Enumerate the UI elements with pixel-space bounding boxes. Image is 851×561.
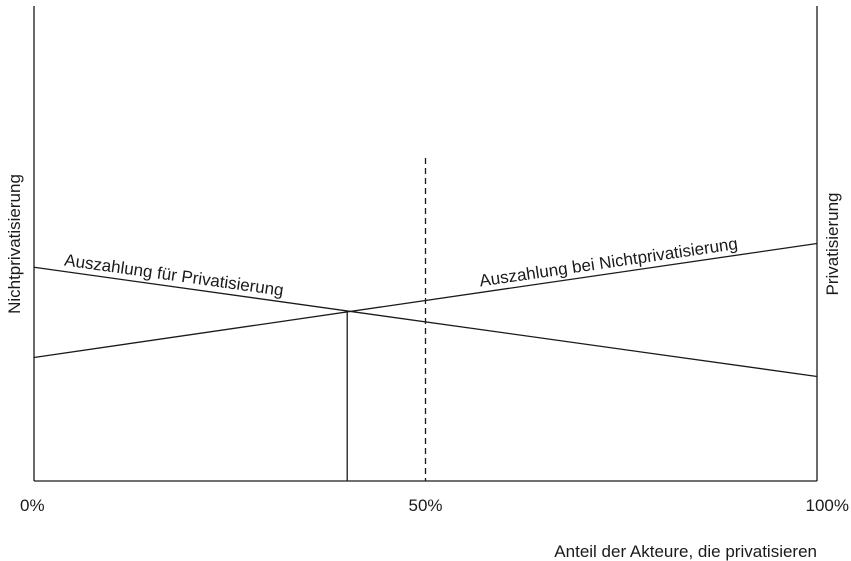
- x-tick-label: 0%: [20, 496, 45, 515]
- left-axis-title: Nichtprivatisierung: [5, 174, 24, 314]
- x-tick-label: 50%: [408, 496, 442, 515]
- series-label-nichtprivatisierung: Auszahlung bei Nichtprivatisierung: [478, 234, 739, 290]
- series-label-privatisierung: Auszahlung für Privatisierung: [63, 251, 285, 300]
- series-line-privatisierung: [33, 266, 818, 378]
- x-axis-title: Anteil der Akteure, die privatisieren: [554, 542, 817, 561]
- right-axis-title: Privatisierung: [823, 193, 842, 296]
- series-line-nichtprivatisierung: [33, 242, 818, 359]
- x-tick-label: 100%: [806, 496, 849, 515]
